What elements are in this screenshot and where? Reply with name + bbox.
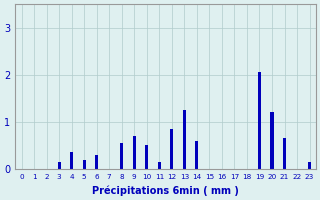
X-axis label: Précipitations 6min ( mm ): Précipitations 6min ( mm ) bbox=[92, 185, 239, 196]
Bar bbox=[145, 145, 148, 169]
Bar bbox=[170, 129, 173, 169]
Bar bbox=[95, 155, 98, 169]
Bar bbox=[120, 143, 123, 169]
Bar bbox=[158, 162, 161, 169]
Bar bbox=[83, 160, 86, 169]
Bar bbox=[258, 72, 261, 169]
Bar bbox=[270, 112, 274, 169]
Bar bbox=[133, 136, 136, 169]
Bar bbox=[58, 162, 61, 169]
Bar bbox=[195, 141, 198, 169]
Bar bbox=[308, 162, 311, 169]
Bar bbox=[183, 110, 186, 169]
Bar bbox=[70, 152, 73, 169]
Bar bbox=[283, 138, 286, 169]
